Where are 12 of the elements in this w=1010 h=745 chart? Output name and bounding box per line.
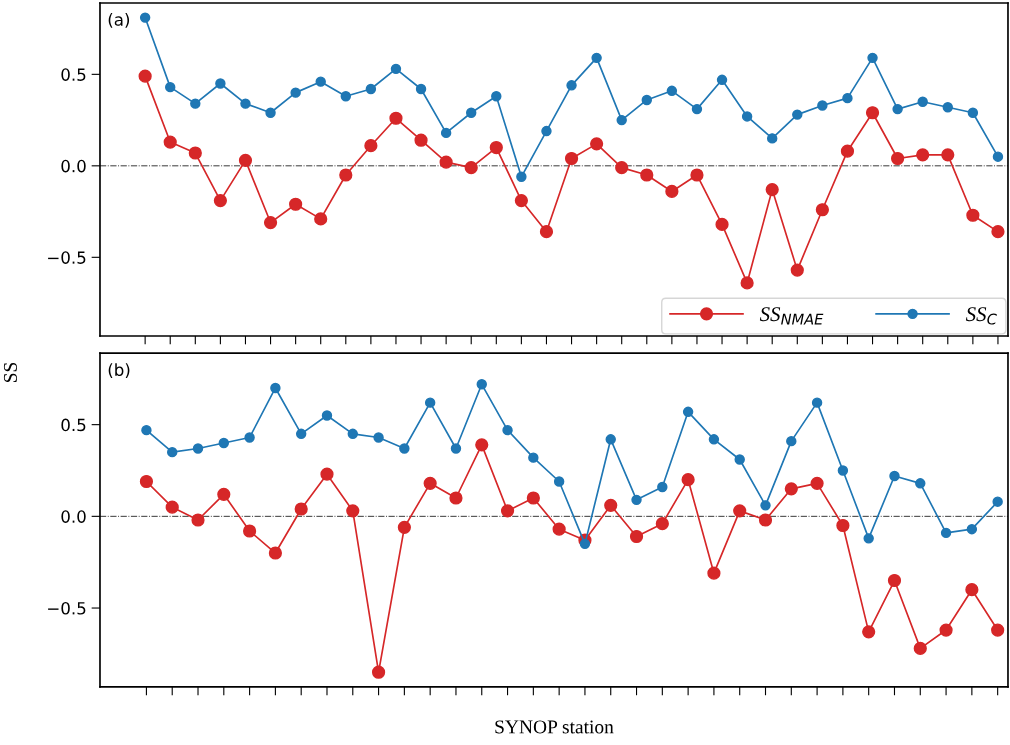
text: (b) bbox=[108, 363, 130, 378]
y-tick-label: −0.5 bbox=[48, 251, 86, 264]
y-tick-label: 0.5 bbox=[61, 68, 86, 81]
y-tick-label: 0.0 bbox=[61, 159, 86, 173]
y-tick-label: −0.5 bbox=[48, 602, 86, 615]
y-tick-label: 0.5 bbox=[61, 418, 86, 432]
y-tick-label: 0.0 bbox=[61, 510, 86, 523]
y-axis-title: SS bbox=[3, 362, 17, 383]
text: (a) bbox=[108, 12, 130, 28]
legend-label: SS$_{C}$ bbox=[965, 307, 997, 325]
legend-label: SS$_{NMAE}$ bbox=[759, 307, 824, 325]
x-axis-title: SYNOP station bbox=[495, 720, 614, 734]
